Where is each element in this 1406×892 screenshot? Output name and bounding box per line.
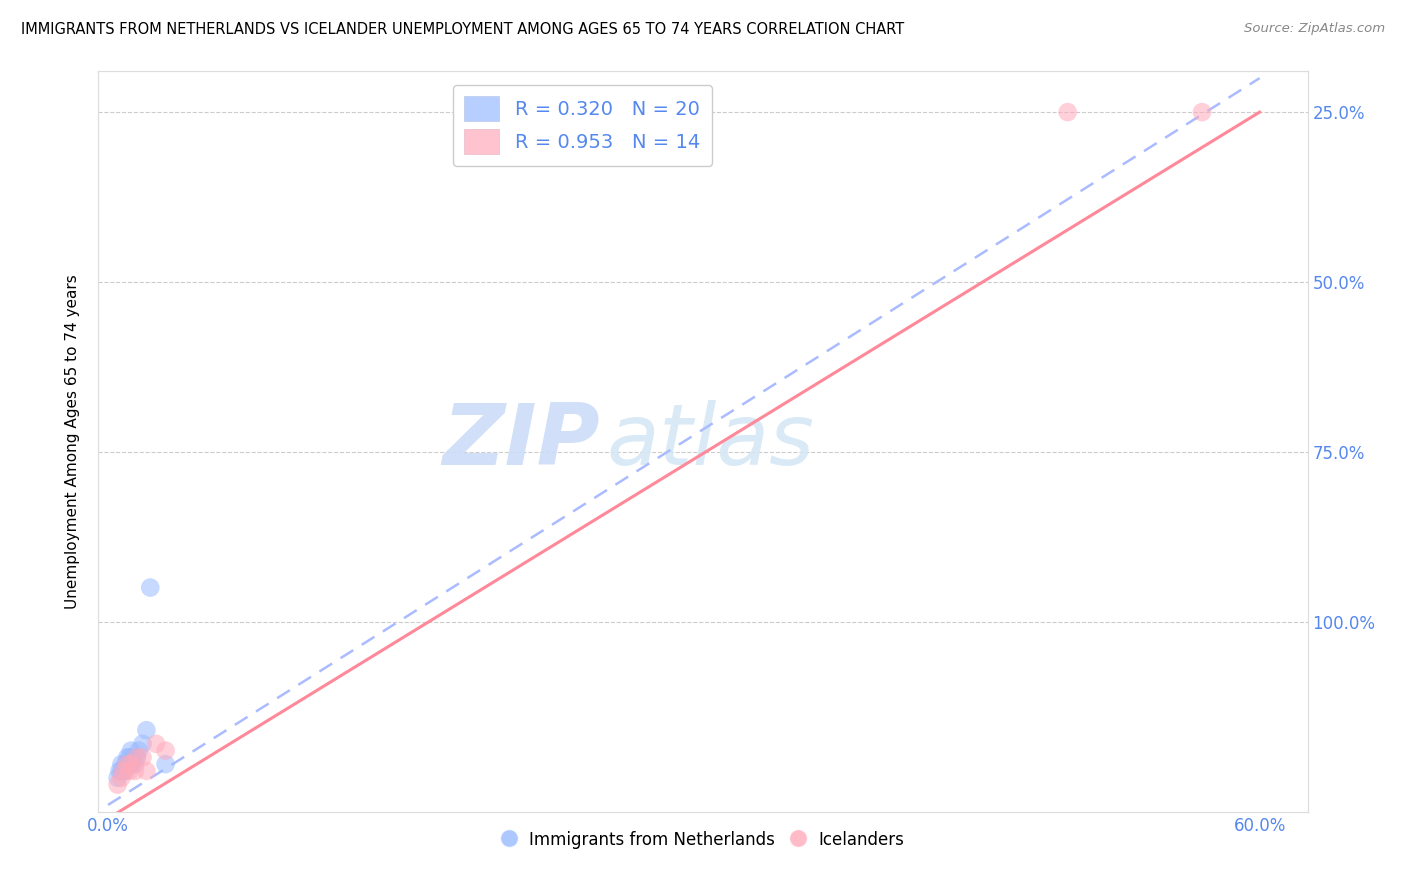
Y-axis label: Unemployment Among Ages 65 to 74 years: Unemployment Among Ages 65 to 74 years (65, 274, 80, 609)
Point (107, 778, 129, 792)
Point (115, 757, 138, 772)
Point (155, 757, 177, 772)
Text: atlas: atlas (606, 400, 814, 483)
Point (118, 764, 141, 778)
Point (145, 737, 167, 751)
Point (1056, 105, 1078, 120)
Point (110, 757, 132, 772)
Point (112, 764, 135, 778)
Point (112, 764, 135, 778)
Point (118, 750, 141, 764)
Point (114, 764, 136, 778)
Text: ZIP: ZIP (443, 400, 600, 483)
Point (155, 743, 177, 757)
Point (108, 764, 131, 778)
Point (128, 743, 150, 757)
Point (115, 757, 138, 772)
Point (131, 750, 153, 764)
Point (107, 771, 129, 785)
Point (135, 723, 157, 738)
Point (139, 581, 162, 595)
Point (125, 750, 148, 764)
Point (124, 757, 146, 772)
Point (110, 764, 132, 778)
Text: IMMIGRANTS FROM NETHERLANDS VS ICELANDER UNEMPLOYMENT AMONG AGES 65 TO 74 YEARS : IMMIGRANTS FROM NETHERLANDS VS ICELANDER… (21, 22, 904, 37)
Point (131, 737, 153, 751)
Point (110, 771, 132, 785)
Text: Source: ZipAtlas.com: Source: ZipAtlas.com (1244, 22, 1385, 36)
Point (120, 743, 142, 757)
Point (1191, 105, 1213, 120)
Point (135, 764, 157, 778)
Point (125, 750, 148, 764)
Point (124, 764, 146, 778)
Legend: Immigrants from Netherlands, Icelanders: Immigrants from Netherlands, Icelanders (495, 824, 911, 855)
Point (122, 750, 145, 764)
Point (115, 750, 138, 764)
Point (120, 757, 142, 772)
Point (114, 757, 136, 772)
Point (120, 757, 142, 772)
